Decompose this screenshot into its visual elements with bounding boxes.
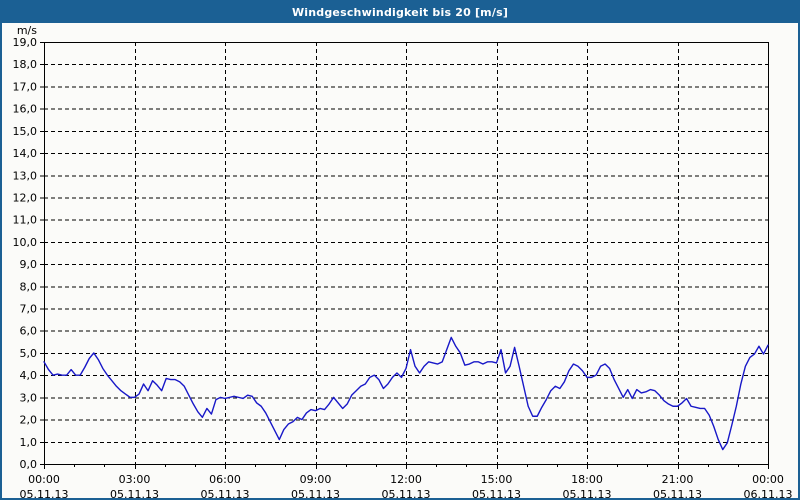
- svg-text:12:00: 12:00: [390, 473, 422, 486]
- svg-text:03:00: 03:00: [119, 473, 151, 486]
- svg-text:7,0: 7,0: [20, 303, 38, 316]
- svg-text:21:00: 21:00: [662, 473, 694, 486]
- svg-text:05.11.13: 05.11.13: [20, 488, 69, 498]
- chart-canvas: 0,0 1,0 2,0 3,0 4,0 5,0 6,0 7,0 8,0 9,0 10,0 11,0 12…: [2, 23, 798, 498]
- page-title: Windgeschwindigkeit bis 20 [m/s]: [291, 6, 509, 19]
- wind-speed-line: [43, 336, 769, 451]
- svg-text:9,0: 9,0: [20, 258, 38, 271]
- svg-text:05.11.13: 05.11.13: [110, 488, 159, 498]
- svg-text:09:00: 09:00: [300, 473, 332, 486]
- svg-text:06:00: 06:00: [209, 473, 241, 486]
- svg-text:16,0: 16,0: [13, 103, 38, 116]
- svg-text:05.11.13: 05.11.13: [201, 488, 250, 498]
- svg-text:05.11.13: 05.11.13: [291, 488, 340, 498]
- svg-text:05.11.13: 05.11.13: [563, 488, 612, 498]
- svg-text:8,0: 8,0: [20, 280, 38, 293]
- svg-text:10,0: 10,0: [13, 236, 38, 249]
- y-axis-unit-label: m/s: [17, 24, 37, 37]
- svg-text:0,0: 0,0: [20, 458, 38, 471]
- svg-text:05.11.13: 05.11.13: [382, 488, 431, 498]
- svg-text:06.11.13: 06.11.13: [744, 488, 793, 498]
- plot-background: [2, 23, 798, 498]
- svg-text:11,0: 11,0: [13, 214, 38, 227]
- svg-text:12,0: 12,0: [13, 191, 38, 204]
- window-title-bar: Windgeschwindigkeit bis 20 [m/s]: [2, 2, 798, 23]
- svg-text:19,0: 19,0: [13, 36, 38, 49]
- horizontal-gridlines: [44, 42, 768, 443]
- svg-text:00:00: 00:00: [752, 473, 784, 486]
- svg-text:15:00: 15:00: [481, 473, 513, 486]
- svg-text:6,0: 6,0: [20, 325, 38, 338]
- svg-text:15,0: 15,0: [13, 125, 38, 138]
- svg-text:18:00: 18:00: [571, 473, 603, 486]
- axis-frame: [44, 42, 769, 465]
- svg-text:00:00: 00:00: [28, 473, 60, 486]
- y-axis-labels: 0,0 1,0 2,0 3,0 4,0 5,0 6,0 7,0 8,0 9,0 10,0 11,0 12…: [13, 36, 38, 471]
- svg-text:13,0: 13,0: [13, 169, 38, 182]
- svg-text:05.11.13: 05.11.13: [472, 488, 521, 498]
- svg-text:4,0: 4,0: [20, 369, 38, 382]
- svg-text:2,0: 2,0: [20, 414, 38, 427]
- y-axis-ticks: [40, 42, 44, 465]
- svg-text:3,0: 3,0: [20, 391, 38, 404]
- svg-text:18,0: 18,0: [13, 58, 38, 71]
- svg-text:17,0: 17,0: [13, 80, 38, 93]
- line-chart: 0,0 1,0 2,0 3,0 4,0 5,0 6,0 7,0 8,0 9,0 10,0 11,0 12…: [2, 23, 798, 498]
- svg-text:1,0: 1,0: [20, 436, 38, 449]
- vertical-gridlines: [135, 42, 679, 464]
- svg-text:14,0: 14,0: [13, 147, 38, 160]
- svg-text:5,0: 5,0: [20, 347, 38, 360]
- svg-text:05.11.13: 05.11.13: [653, 488, 702, 498]
- x-axis-labels: 00:00 05.11.13 03:00 05.11.13 06:00 05.11.13 0…: [20, 473, 793, 498]
